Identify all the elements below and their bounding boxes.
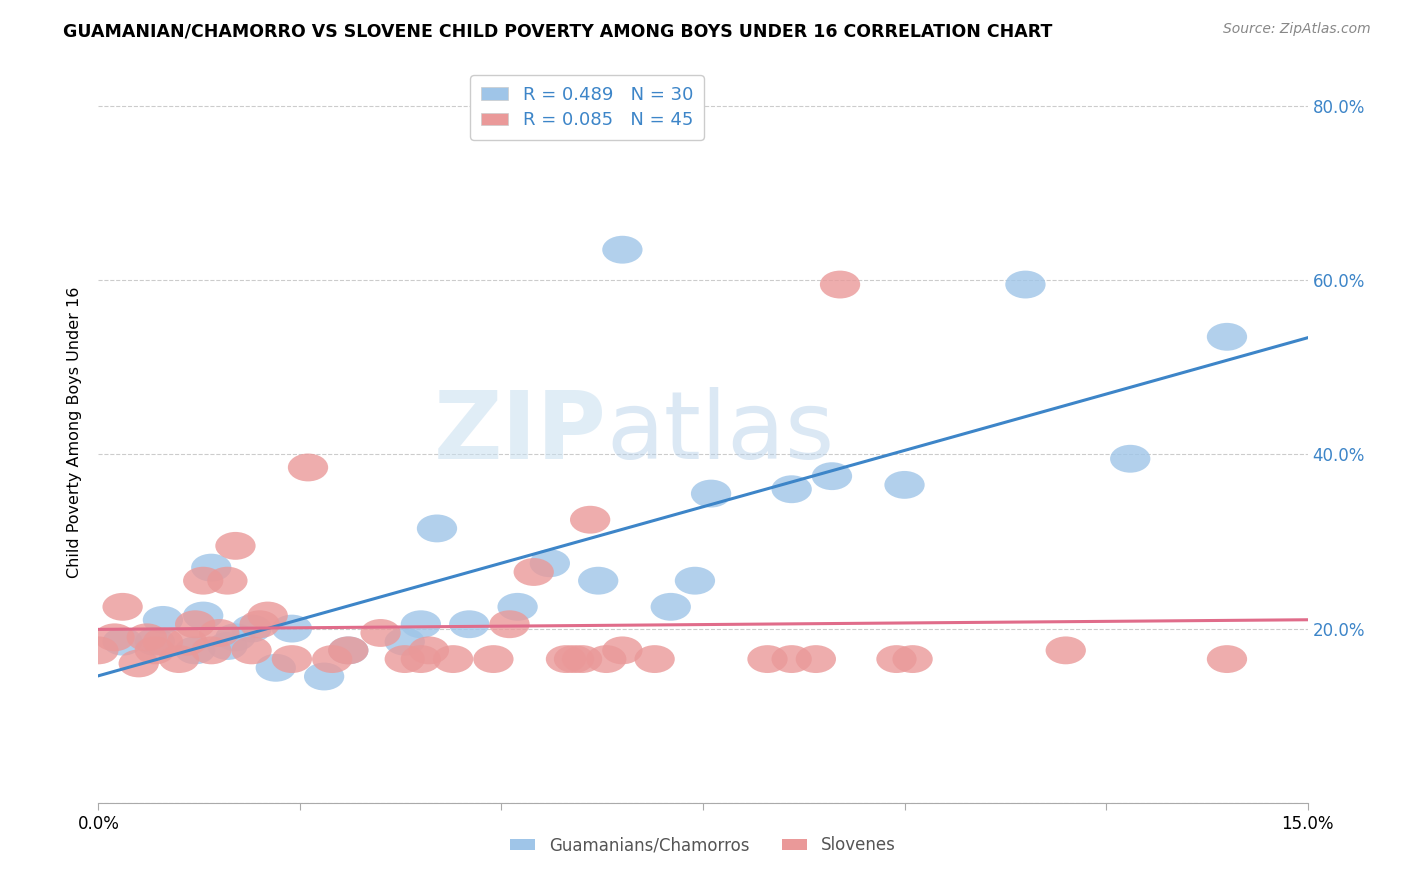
Ellipse shape xyxy=(174,636,215,665)
Ellipse shape xyxy=(796,645,837,673)
Ellipse shape xyxy=(498,593,537,621)
Ellipse shape xyxy=(174,610,215,638)
Ellipse shape xyxy=(143,628,183,656)
Legend: Guamanians/Chamorros, Slovenes: Guamanians/Chamorros, Slovenes xyxy=(503,830,903,861)
Ellipse shape xyxy=(271,645,312,673)
Ellipse shape xyxy=(1206,323,1247,351)
Ellipse shape xyxy=(191,554,232,582)
Ellipse shape xyxy=(135,636,174,665)
Text: GUAMANIAN/CHAMORRO VS SLOVENE CHILD POVERTY AMONG BOYS UNDER 16 CORRELATION CHAR: GUAMANIAN/CHAMORRO VS SLOVENE CHILD POVE… xyxy=(63,22,1053,40)
Ellipse shape xyxy=(1111,445,1150,473)
Ellipse shape xyxy=(546,645,586,673)
Ellipse shape xyxy=(191,636,232,665)
Text: Source: ZipAtlas.com: Source: ZipAtlas.com xyxy=(1223,22,1371,37)
Ellipse shape xyxy=(578,566,619,595)
Ellipse shape xyxy=(256,654,295,681)
Ellipse shape xyxy=(401,610,441,638)
Ellipse shape xyxy=(876,645,917,673)
Ellipse shape xyxy=(772,475,811,503)
Ellipse shape xyxy=(143,606,183,634)
Ellipse shape xyxy=(675,566,716,595)
Ellipse shape xyxy=(79,636,118,665)
Ellipse shape xyxy=(530,549,569,577)
Ellipse shape xyxy=(811,462,852,490)
Ellipse shape xyxy=(634,645,675,673)
Ellipse shape xyxy=(651,593,690,621)
Ellipse shape xyxy=(94,624,135,651)
Ellipse shape xyxy=(416,515,457,542)
Ellipse shape xyxy=(232,615,271,642)
Ellipse shape xyxy=(586,645,627,673)
Ellipse shape xyxy=(239,610,280,638)
Ellipse shape xyxy=(1206,645,1247,673)
Ellipse shape xyxy=(893,645,932,673)
Ellipse shape xyxy=(103,628,143,656)
Ellipse shape xyxy=(103,593,143,621)
Ellipse shape xyxy=(207,632,247,660)
Ellipse shape xyxy=(200,619,239,647)
Ellipse shape xyxy=(328,636,368,665)
Ellipse shape xyxy=(602,636,643,665)
Ellipse shape xyxy=(207,566,247,595)
Ellipse shape xyxy=(232,636,271,665)
Ellipse shape xyxy=(385,628,425,656)
Ellipse shape xyxy=(118,649,159,677)
Ellipse shape xyxy=(602,235,643,264)
Ellipse shape xyxy=(748,645,787,673)
Ellipse shape xyxy=(183,566,224,595)
Y-axis label: Child Poverty Among Boys Under 16: Child Poverty Among Boys Under 16 xyxy=(67,287,83,578)
Ellipse shape xyxy=(127,624,167,651)
Ellipse shape xyxy=(167,628,207,656)
Ellipse shape xyxy=(884,471,925,499)
Ellipse shape xyxy=(247,601,288,630)
Ellipse shape xyxy=(513,558,554,586)
Ellipse shape xyxy=(271,615,312,642)
Ellipse shape xyxy=(690,480,731,508)
Text: ZIP: ZIP xyxy=(433,386,606,479)
Ellipse shape xyxy=(554,645,595,673)
Ellipse shape xyxy=(312,645,353,673)
Ellipse shape xyxy=(385,645,425,673)
Ellipse shape xyxy=(215,624,256,651)
Ellipse shape xyxy=(159,645,200,673)
Ellipse shape xyxy=(215,532,256,560)
Ellipse shape xyxy=(772,645,811,673)
Ellipse shape xyxy=(474,645,513,673)
Ellipse shape xyxy=(569,506,610,533)
Ellipse shape xyxy=(1005,270,1046,299)
Text: atlas: atlas xyxy=(606,386,835,479)
Ellipse shape xyxy=(449,610,489,638)
Ellipse shape xyxy=(562,645,602,673)
Ellipse shape xyxy=(304,663,344,690)
Ellipse shape xyxy=(1046,636,1085,665)
Ellipse shape xyxy=(183,601,224,630)
Ellipse shape xyxy=(288,453,328,482)
Ellipse shape xyxy=(409,636,449,665)
Ellipse shape xyxy=(135,628,174,656)
Ellipse shape xyxy=(360,619,401,647)
Ellipse shape xyxy=(328,636,368,665)
Ellipse shape xyxy=(489,610,530,638)
Ellipse shape xyxy=(433,645,474,673)
Ellipse shape xyxy=(820,270,860,299)
Ellipse shape xyxy=(401,645,441,673)
